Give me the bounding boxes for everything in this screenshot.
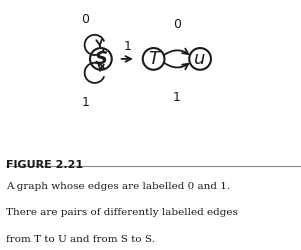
Text: S: S bbox=[95, 50, 107, 68]
Text: 1: 1 bbox=[82, 96, 89, 109]
Text: There are pairs of differently labelled edges: There are pairs of differently labelled … bbox=[6, 208, 238, 217]
Text: FIGURE 2.21: FIGURE 2.21 bbox=[6, 160, 83, 170]
Text: 1: 1 bbox=[173, 92, 181, 104]
Text: 0: 0 bbox=[173, 18, 181, 31]
Text: A graph whose edges are labelled 0 and 1.: A graph whose edges are labelled 0 and 1… bbox=[6, 182, 230, 190]
Text: from T to U and from S to S.: from T to U and from S to S. bbox=[6, 235, 155, 244]
Text: T: T bbox=[148, 50, 159, 68]
Text: 1: 1 bbox=[123, 40, 131, 53]
Text: 0: 0 bbox=[81, 13, 89, 26]
Text: u: u bbox=[194, 50, 206, 68]
